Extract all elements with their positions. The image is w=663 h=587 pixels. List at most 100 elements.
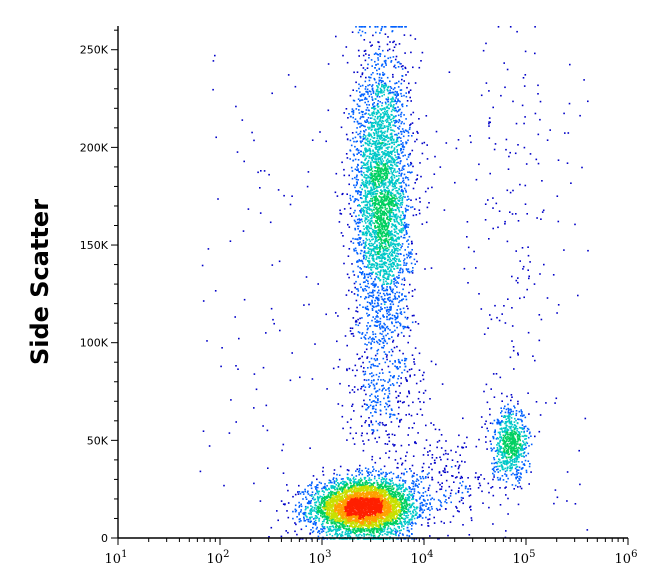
event-point [381, 495, 384, 498]
event-point [397, 277, 399, 279]
event-point [357, 487, 359, 489]
event-point [334, 510, 336, 513]
event-point [346, 521, 348, 523]
event-point [285, 530, 287, 532]
event-point [379, 251, 382, 253]
event-point [315, 501, 317, 504]
event-point [332, 516, 334, 519]
event-point [391, 108, 394, 111]
event-point [378, 529, 381, 531]
event-point [331, 501, 333, 503]
event-point [382, 170, 385, 173]
event-point [358, 506, 361, 508]
event-point [392, 518, 394, 521]
event-point [391, 523, 394, 526]
event-point [391, 185, 394, 187]
event-point [382, 478, 384, 480]
event-point [352, 510, 354, 512]
event-point [353, 495, 356, 497]
event-point [394, 87, 396, 89]
event-point [346, 483, 348, 486]
event-point [318, 503, 321, 506]
event-point [427, 525, 430, 527]
event-point [341, 519, 343, 522]
event-point [385, 517, 388, 520]
event-point [357, 199, 360, 202]
event-point [335, 525, 337, 528]
event-point [355, 140, 357, 143]
event-point [367, 502, 369, 505]
event-point [383, 501, 386, 504]
event-point [427, 522, 429, 524]
event-point [371, 494, 373, 496]
event-point [346, 482, 348, 485]
event-point [310, 513, 313, 516]
event-point [371, 503, 373, 506]
event-point [407, 509, 410, 512]
event-point [377, 111, 379, 113]
event-point [387, 510, 389, 513]
event-point [389, 508, 391, 511]
event-point [356, 511, 358, 513]
event-point [377, 531, 379, 533]
event-point [334, 505, 337, 508]
event-point [330, 516, 333, 519]
event-point [384, 84, 386, 87]
event-point [333, 481, 336, 484]
event-point [376, 513, 378, 516]
event-point [379, 525, 382, 527]
event-point [417, 486, 419, 488]
event-point [377, 169, 379, 172]
event-point [425, 516, 427, 519]
event-point [336, 473, 338, 476]
event-point [366, 490, 369, 492]
event-point [352, 159, 355, 162]
event-point [433, 516, 435, 519]
event-point [337, 511, 340, 514]
event-point [342, 512, 344, 515]
event-point [364, 524, 366, 526]
event-point [329, 499, 332, 501]
event-point [310, 511, 312, 514]
event-point [372, 271, 374, 274]
event-point [370, 515, 373, 517]
event-point [378, 96, 381, 98]
event-point [367, 487, 370, 490]
event-point [398, 503, 401, 505]
event-point [404, 520, 406, 522]
event-point [366, 493, 368, 496]
event-point [374, 219, 377, 222]
event-point [346, 497, 349, 500]
event-point [357, 511, 359, 514]
event-point [412, 511, 414, 513]
event-point [350, 508, 352, 511]
event-point [408, 251, 410, 254]
event-point [357, 515, 360, 517]
event-point [337, 525, 339, 527]
event-point [359, 283, 361, 286]
event-point [332, 525, 334, 527]
event-point [402, 486, 404, 488]
event-point [322, 515, 324, 518]
event-point [404, 518, 406, 521]
event-point [355, 485, 357, 487]
event-point [344, 531, 347, 534]
event-point [362, 520, 365, 523]
event-point [375, 479, 378, 482]
event-point [322, 505, 325, 508]
event-point [376, 495, 379, 497]
event-point [400, 490, 403, 493]
event-point [394, 503, 396, 506]
event-point [316, 486, 319, 489]
event-point [364, 218, 367, 221]
event-point [368, 512, 371, 514]
event-point [358, 525, 360, 527]
event-point [363, 501, 366, 503]
event-point [315, 515, 318, 517]
event-point [389, 220, 392, 222]
event-point [315, 486, 318, 489]
event-point [351, 485, 353, 487]
event-point [378, 503, 380, 506]
event-point [292, 495, 294, 498]
event-point [325, 531, 328, 534]
